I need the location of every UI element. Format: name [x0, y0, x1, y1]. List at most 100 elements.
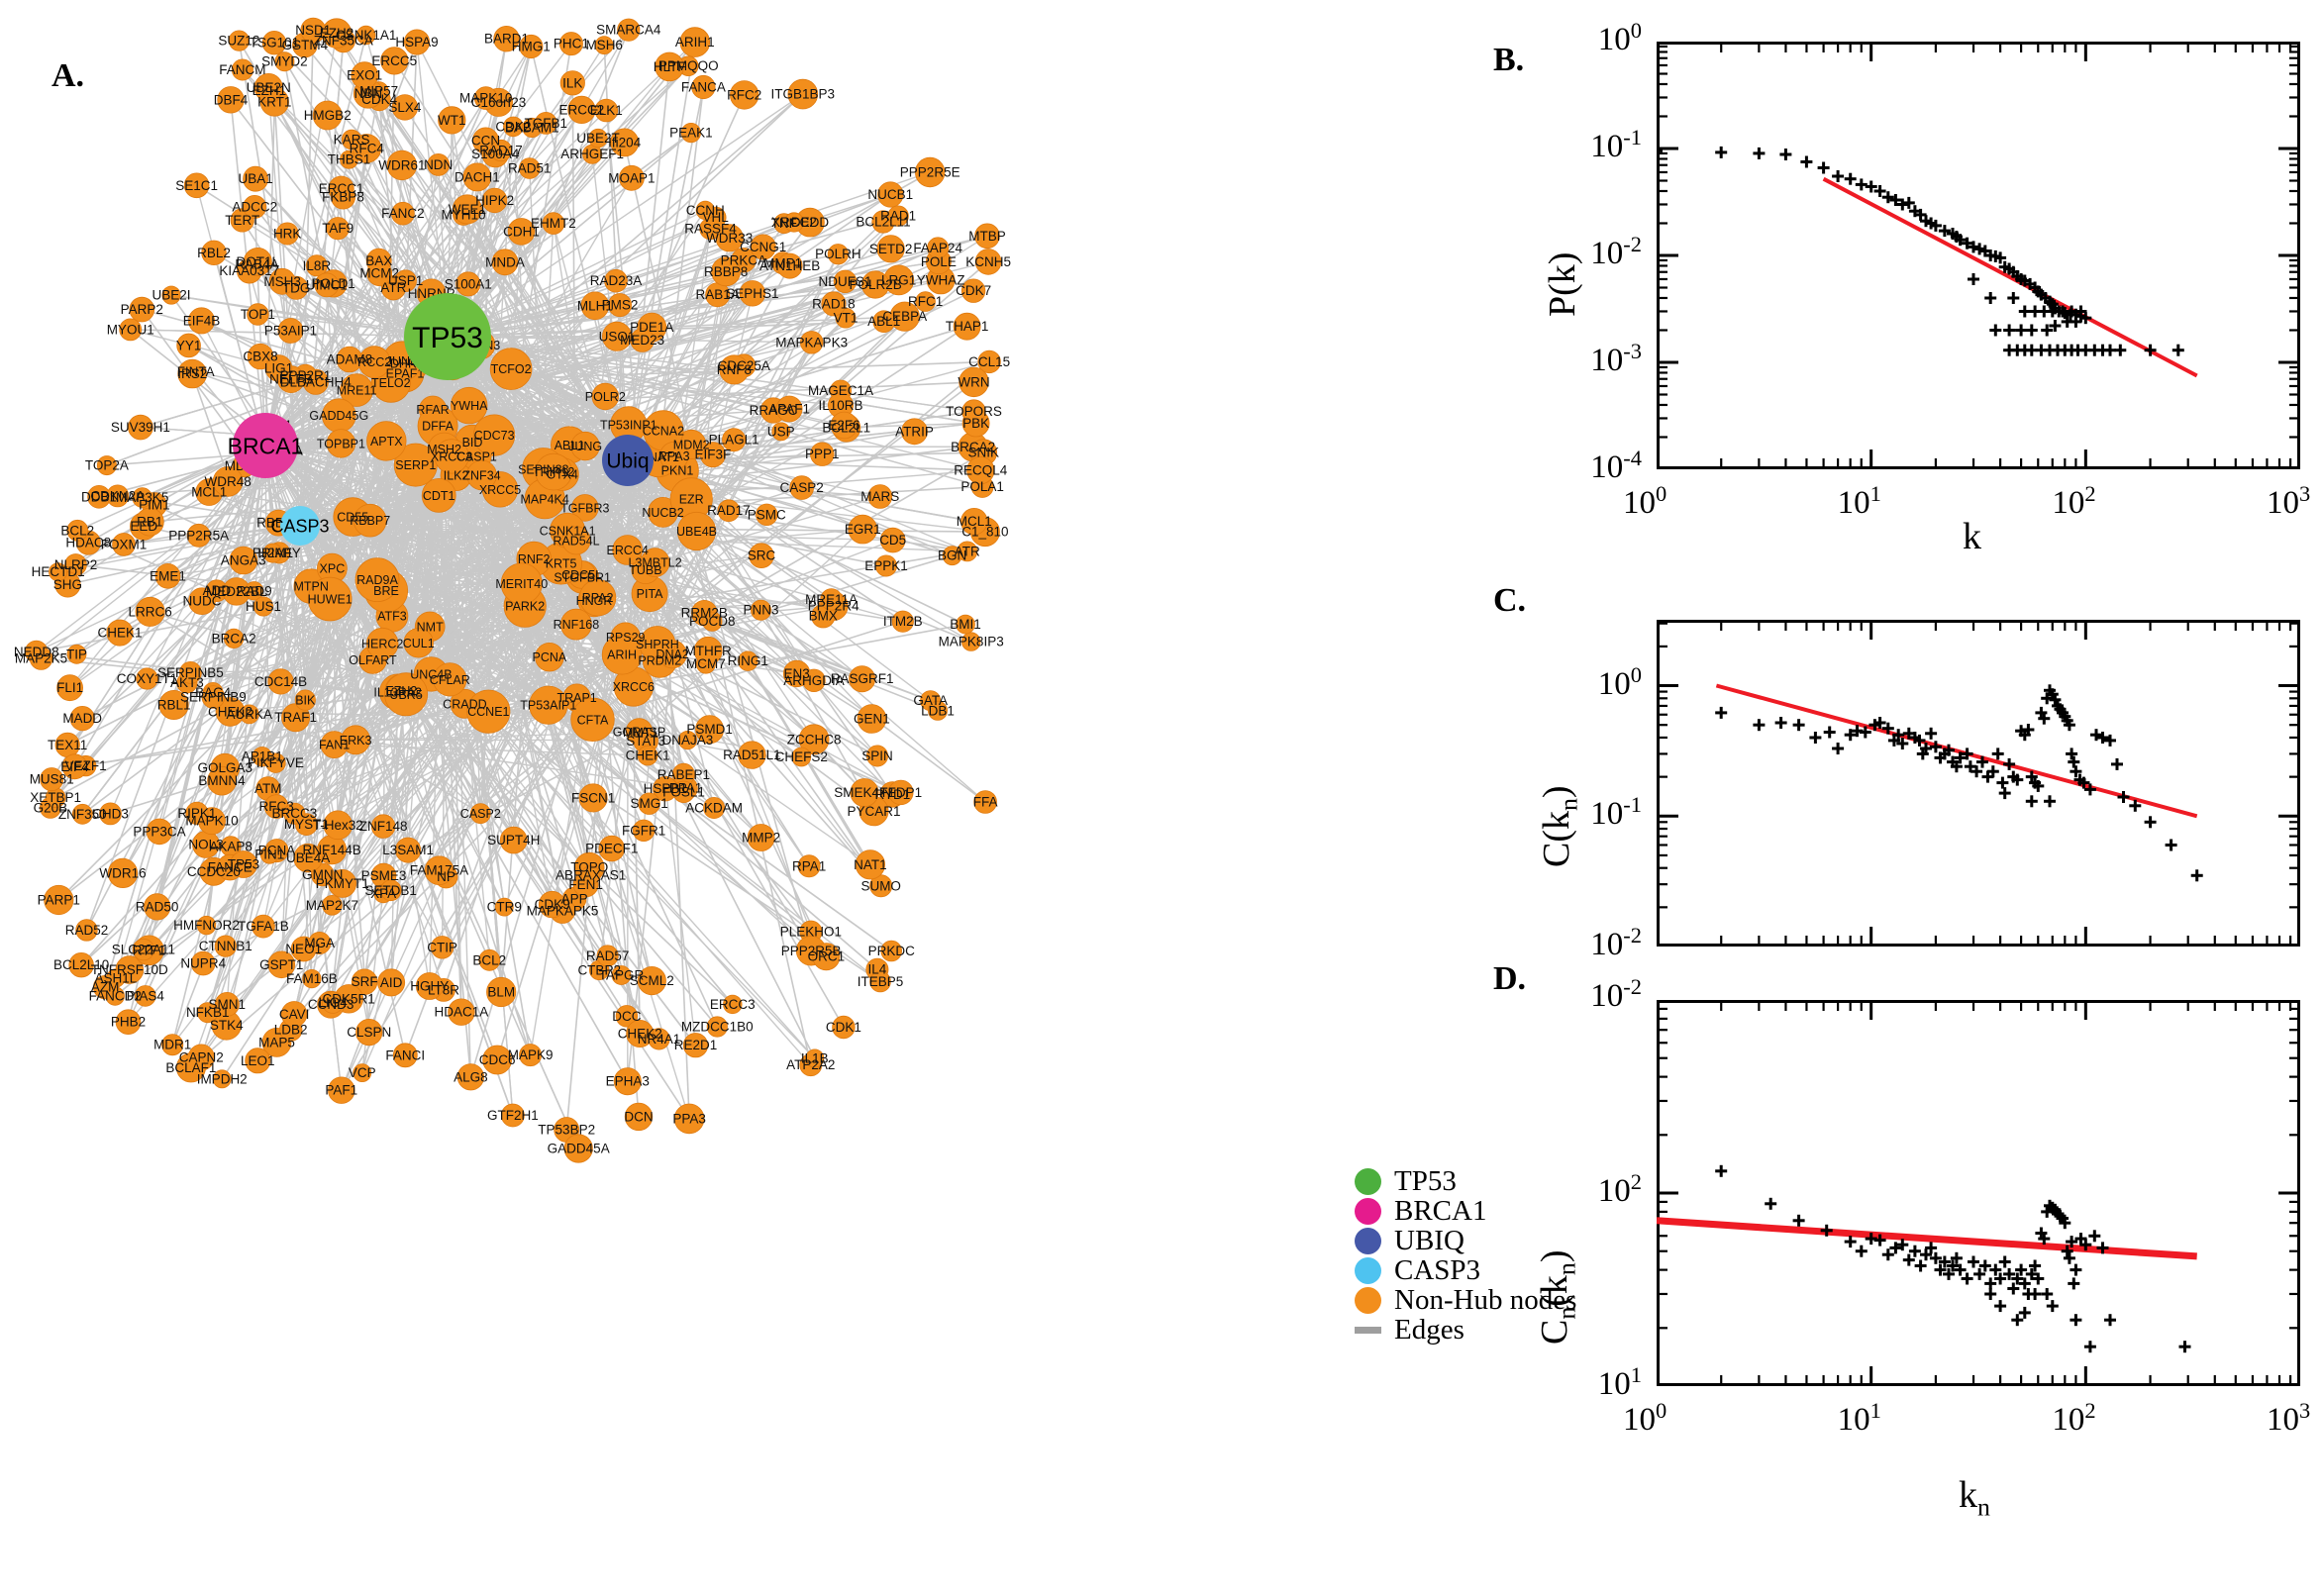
network-node[interactable]	[848, 514, 877, 545]
network-node[interactable]	[196, 915, 217, 936]
network-node[interactable]	[478, 948, 501, 971]
network-node[interactable]	[617, 18, 641, 42]
network-node[interactable]	[680, 123, 702, 144]
network-node[interactable]	[294, 689, 316, 711]
network-node[interactable]	[75, 919, 98, 942]
network-node[interactable]	[175, 1052, 206, 1083]
network-node[interactable]	[887, 205, 909, 227]
network-node[interactable]	[177, 358, 208, 389]
network-node[interactable]	[626, 1020, 655, 1048]
network-node[interactable]	[535, 643, 564, 672]
network-node[interactable]	[797, 854, 821, 878]
network-node[interactable]	[915, 156, 946, 188]
network-node[interactable]	[973, 790, 997, 814]
network-node[interactable]	[106, 968, 126, 988]
network-node[interactable]	[677, 730, 698, 750]
network-node[interactable]	[877, 181, 904, 208]
network-node[interactable]	[601, 634, 643, 675]
network-node[interactable]	[136, 667, 158, 690]
network-node[interactable]	[598, 835, 626, 862]
network-node[interactable]	[366, 627, 399, 660]
network-node[interactable]	[322, 894, 343, 916]
network-node[interactable]	[321, 991, 345, 1014]
network-node[interactable]	[394, 269, 417, 293]
network-node[interactable]	[252, 596, 273, 617]
network-node[interactable]	[129, 296, 155, 323]
network-node[interactable]	[693, 636, 723, 665]
network-node[interactable]	[135, 596, 165, 627]
network-node[interactable]	[960, 508, 988, 536]
network-node[interactable]	[966, 455, 995, 485]
network-node[interactable]	[243, 194, 267, 219]
network-node[interactable]	[49, 562, 68, 582]
network-node[interactable]	[830, 411, 858, 440]
network-node[interactable]	[977, 349, 1001, 374]
network-node[interactable]	[751, 599, 772, 621]
network-node[interactable]	[380, 47, 409, 75]
network-node[interactable]	[747, 824, 775, 851]
network-node[interactable]	[326, 217, 350, 241]
network-node[interactable]	[805, 1048, 825, 1068]
network-node[interactable]	[538, 890, 566, 919]
hub-node-brca1[interactable]	[233, 413, 298, 478]
network-node[interactable]	[812, 943, 841, 971]
network-node[interactable]	[224, 628, 245, 649]
network-node[interactable]	[500, 562, 543, 605]
network-node[interactable]	[274, 51, 295, 72]
network-node[interactable]	[355, 1019, 383, 1047]
network-node[interactable]	[300, 17, 327, 44]
network-node[interactable]	[395, 837, 422, 863]
network-node[interactable]	[183, 172, 210, 199]
network-node[interactable]	[522, 117, 543, 139]
network-node[interactable]	[366, 421, 407, 461]
hub-node-ubiq[interactable]	[602, 435, 654, 486]
network-node[interactable]	[619, 164, 645, 191]
network-node[interactable]	[144, 893, 171, 921]
network-node[interactable]	[849, 665, 876, 693]
network-node[interactable]	[56, 674, 83, 702]
network-node[interactable]	[791, 747, 812, 767]
network-node[interactable]	[482, 1045, 513, 1075]
network-node[interactable]	[158, 690, 189, 721]
network-node[interactable]	[558, 32, 583, 56]
network-node[interactable]	[451, 386, 488, 425]
network-node[interactable]	[245, 1047, 271, 1074]
network-node[interactable]	[953, 312, 981, 341]
network-node[interactable]	[119, 318, 143, 342]
network-node[interactable]	[695, 200, 715, 220]
network-node[interactable]	[676, 511, 717, 551]
network-node[interactable]	[253, 73, 283, 103]
network-node[interactable]	[308, 932, 332, 955]
network-node[interactable]	[185, 801, 209, 826]
network-node[interactable]	[452, 194, 482, 225]
network-node[interactable]	[312, 100, 343, 131]
network-node[interactable]	[161, 1034, 184, 1056]
network-node[interactable]	[178, 661, 202, 684]
network-node[interactable]	[560, 608, 592, 641]
network-node[interactable]	[637, 745, 658, 766]
network-node[interactable]	[624, 1102, 654, 1132]
network-node[interactable]	[789, 475, 814, 500]
network-node[interactable]	[857, 704, 887, 734]
network-node[interactable]	[717, 499, 741, 523]
network-node[interactable]	[750, 234, 776, 260]
network-node[interactable]	[611, 965, 632, 985]
network-node[interactable]	[957, 541, 978, 562]
network-node[interactable]	[615, 1005, 639, 1028]
network-node[interactable]	[106, 619, 134, 647]
network-node[interactable]	[415, 972, 444, 1000]
network-node[interactable]	[379, 879, 402, 902]
network-node[interactable]	[377, 968, 406, 997]
network-node[interactable]	[243, 247, 272, 276]
network-node[interactable]	[580, 865, 601, 885]
network-node[interactable]	[691, 74, 716, 100]
network-node[interactable]	[252, 747, 272, 767]
network-node[interactable]	[860, 270, 890, 299]
network-node[interactable]	[323, 810, 354, 841]
network-node[interactable]	[637, 965, 666, 996]
network-node[interactable]	[66, 644, 87, 664]
network-node[interactable]	[466, 689, 511, 734]
network-node[interactable]	[455, 271, 481, 297]
network-node[interactable]	[307, 576, 353, 622]
network-node[interactable]	[188, 587, 216, 615]
